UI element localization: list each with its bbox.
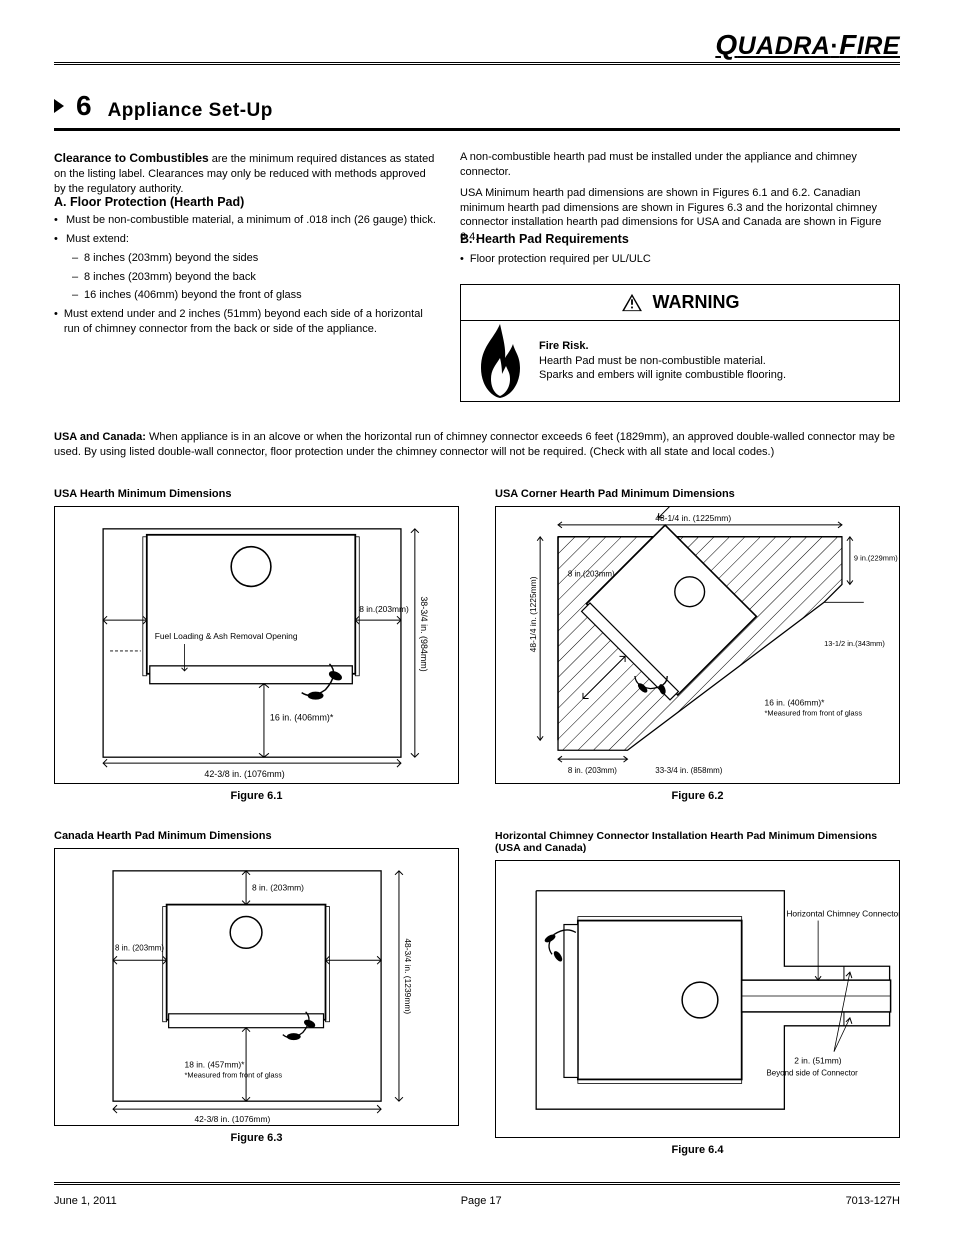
brand-wordmark: QUADRA·FIRE <box>715 29 900 61</box>
warning-line2: Hearth Pad must be non-combustible mater… <box>539 354 786 369</box>
warning-body: Fire Risk. Hearth Pad must be non-combus… <box>461 321 899 401</box>
figure-box: 16 in. (406mm)* Fuel Loading & Ash Remov… <box>54 506 459 784</box>
footer-left: June 1, 2011 <box>54 1195 117 1207</box>
figure-box: 8 in. (203mm) 8 in. (203mm) 18 in. (457m… <box>54 848 459 1126</box>
brand-end: IRE <box>857 32 900 60</box>
list-item: •Floor protection required per UL/ULC <box>460 252 900 267</box>
footer-right: 7013-127H <box>846 1195 900 1207</box>
top-rule <box>54 62 900 65</box>
figure-caption: Figure 6.2 <box>495 790 900 802</box>
usa-can-label: USA and Canada: <box>54 431 149 443</box>
svg-text:8 in.(203mm): 8 in.(203mm) <box>359 604 409 614</box>
list-item: •Must be non-combustible material, a min… <box>54 213 439 228</box>
figure-caption: Figure 6.3 <box>54 1132 459 1144</box>
section-title-text: Appliance Set-Up <box>108 100 273 122</box>
svg-text:2 in. (51mm): 2 in. (51mm) <box>794 1056 841 1066</box>
svg-text:Beyond side of Connector: Beyond side of Connector <box>767 1068 859 1077</box>
svg-text:48-3/4 in. (1239mm): 48-3/4 in. (1239mm) <box>403 938 413 1014</box>
subsection-a-title: A. Floor Protection (Hearth Pad) <box>54 195 439 209</box>
figure-title: USA Corner Hearth Pad Minimum Dimensions <box>495 488 900 500</box>
list-item: •Must extend under and 2 inches (51mm) b… <box>54 307 439 337</box>
svg-text:8 in. (203mm): 8 in. (203mm) <box>568 766 617 775</box>
svg-text:*Measured from front of glass: *Measured from front of glass <box>185 1070 283 1079</box>
svg-text:8 in.(203mm): 8 in.(203mm) <box>568 569 615 578</box>
figure-row-2: Canada Hearth Pad Minimum Dimensions 8 i… <box>54 830 900 1156</box>
brand-f: F <box>839 29 857 60</box>
figure-svg: 8 in. (203mm) 8 in. (203mm) 18 in. (457m… <box>55 849 458 1125</box>
warning-line3: Sparks and embers will ignite combustibl… <box>539 368 786 383</box>
list-item: –8 inches (203mm) beyond the sides <box>72 251 439 266</box>
subsection-b-title: B. Hearth Pad Requirements <box>460 232 900 246</box>
figure-row-1: USA Hearth Minimum Dimensions 16 in. <box>54 488 900 802</box>
figure-title: USA Hearth Minimum Dimensions <box>54 488 459 500</box>
usa-can-paragraph: USA and Canada: When appliance is in an … <box>54 430 900 460</box>
svg-text:8 in. (203mm): 8 in. (203mm) <box>115 943 164 952</box>
svg-text:13-1/2 in.(343mm): 13-1/2 in.(343mm) <box>824 639 885 648</box>
svg-text:48-1/4 in. (1225mm): 48-1/4 in. (1225mm) <box>655 513 731 523</box>
svg-text:48-1/4 in. (1225mm): 48-1/4 in. (1225mm) <box>528 576 538 652</box>
right-intro-p1: A non-combustible hearth pad must be ins… <box>460 150 900 180</box>
figure-6-3: Canada Hearth Pad Minimum Dimensions 8 i… <box>54 830 459 1156</box>
svg-text:9 in.(229mm): 9 in.(229mm) <box>854 554 898 563</box>
figure-svg: 16 in. (406mm)* Fuel Loading & Ash Remov… <box>55 507 458 783</box>
warning-head-text: WARNING <box>653 292 740 313</box>
list-item: –8 inches (203mm) beyond the back <box>72 270 439 285</box>
svg-text:18 in. (457mm)*: 18 in. (457mm)* <box>185 1059 246 1069</box>
warning-header: WARNING <box>461 285 899 321</box>
list-item: •Must extend: <box>54 232 439 247</box>
section-number: 6 <box>76 90 92 122</box>
intro-paragraph: Clearance to Combustibles are the minimu… <box>54 150 439 197</box>
figure-box: 48-1/4 in. (1225mm) 48-1/4 in. (1225mm) … <box>495 506 900 784</box>
intro-lead: Clearance to Combustibles <box>54 151 209 165</box>
svg-text:42-3/8 in. (1076mm): 42-3/8 in. (1076mm) <box>194 1114 270 1124</box>
page-footer: June 1, 2011 Page 17 7013-127H <box>54 1195 900 1207</box>
warning-box: WARNING Fire Risk. Hearth Pad must be no… <box>460 284 900 402</box>
figure-svg: Horizontal Chimney Connector 2 in. (51mm… <box>496 861 899 1137</box>
section-title: 6 Appliance Set-Up <box>54 90 900 131</box>
warning-line1: Fire Risk. <box>539 339 786 354</box>
svg-text:33-3/4 in. (858mm): 33-3/4 in. (858mm) <box>655 766 722 775</box>
svg-text:Fuel Loading & Ash Removal Ope: Fuel Loading & Ash Removal Opening <box>155 631 298 641</box>
svg-text:16 in. (406mm)*: 16 in. (406mm)* <box>270 712 334 722</box>
figure-box: Horizontal Chimney Connector 2 in. (51mm… <box>495 860 900 1138</box>
brand-mid: UADRA <box>738 32 831 60</box>
figure-caption: Figure 6.1 <box>54 790 459 802</box>
figure-title: Canada Hearth Pad Minimum Dimensions <box>54 830 459 842</box>
svg-text:8 in. (203mm): 8 in. (203mm) <box>252 883 304 893</box>
svg-text:42-3/8 in. (1076mm): 42-3/8 in. (1076mm) <box>204 769 284 779</box>
warning-triangle-icon <box>621 293 643 312</box>
figure-6-4: Horizontal Chimney Connector Installatio… <box>495 830 900 1156</box>
bottom-rule <box>54 1182 900 1185</box>
svg-text:Horizontal Chimney Connector: Horizontal Chimney Connector <box>786 909 899 919</box>
figure-caption: Figure 6.4 <box>495 1144 900 1156</box>
svg-text:*Measured from front of glass: *Measured from front of glass <box>765 708 863 717</box>
svg-text:38-3/4 in. (984mm): 38-3/4 in. (984mm) <box>419 596 429 671</box>
list-item: –16 inches (406mm) beyond the front of g… <box>72 288 439 303</box>
figure-svg: 48-1/4 in. (1225mm) 48-1/4 in. (1225mm) … <box>496 507 899 783</box>
brand-hyph: · <box>830 32 839 60</box>
flame-cell <box>461 322 539 400</box>
usa-can-text: When appliance is in an alcove or when t… <box>54 431 895 458</box>
footer-center: Page 17 <box>461 1195 502 1207</box>
subsection-b-list: •Floor protection required per UL/ULC <box>460 252 900 269</box>
warning-text: Fire Risk. Hearth Pad must be non-combus… <box>539 333 796 390</box>
chevron-right-icon <box>54 99 64 113</box>
brand-q: Q <box>715 29 737 60</box>
subsection-a-list: •Must be non-combustible material, a min… <box>54 213 439 341</box>
right-intro: A non-combustible hearth pad must be ins… <box>460 150 900 245</box>
figure-6-1: USA Hearth Minimum Dimensions 16 in. <box>54 488 459 802</box>
figure-6-2: USA Corner Hearth Pad Minimum Dimensions <box>495 488 900 802</box>
svg-text:16 in. (406mm)*: 16 in. (406mm)* <box>765 698 826 708</box>
figure-title: Horizontal Chimney Connector Installatio… <box>495 830 900 854</box>
flame-icon <box>473 322 528 400</box>
